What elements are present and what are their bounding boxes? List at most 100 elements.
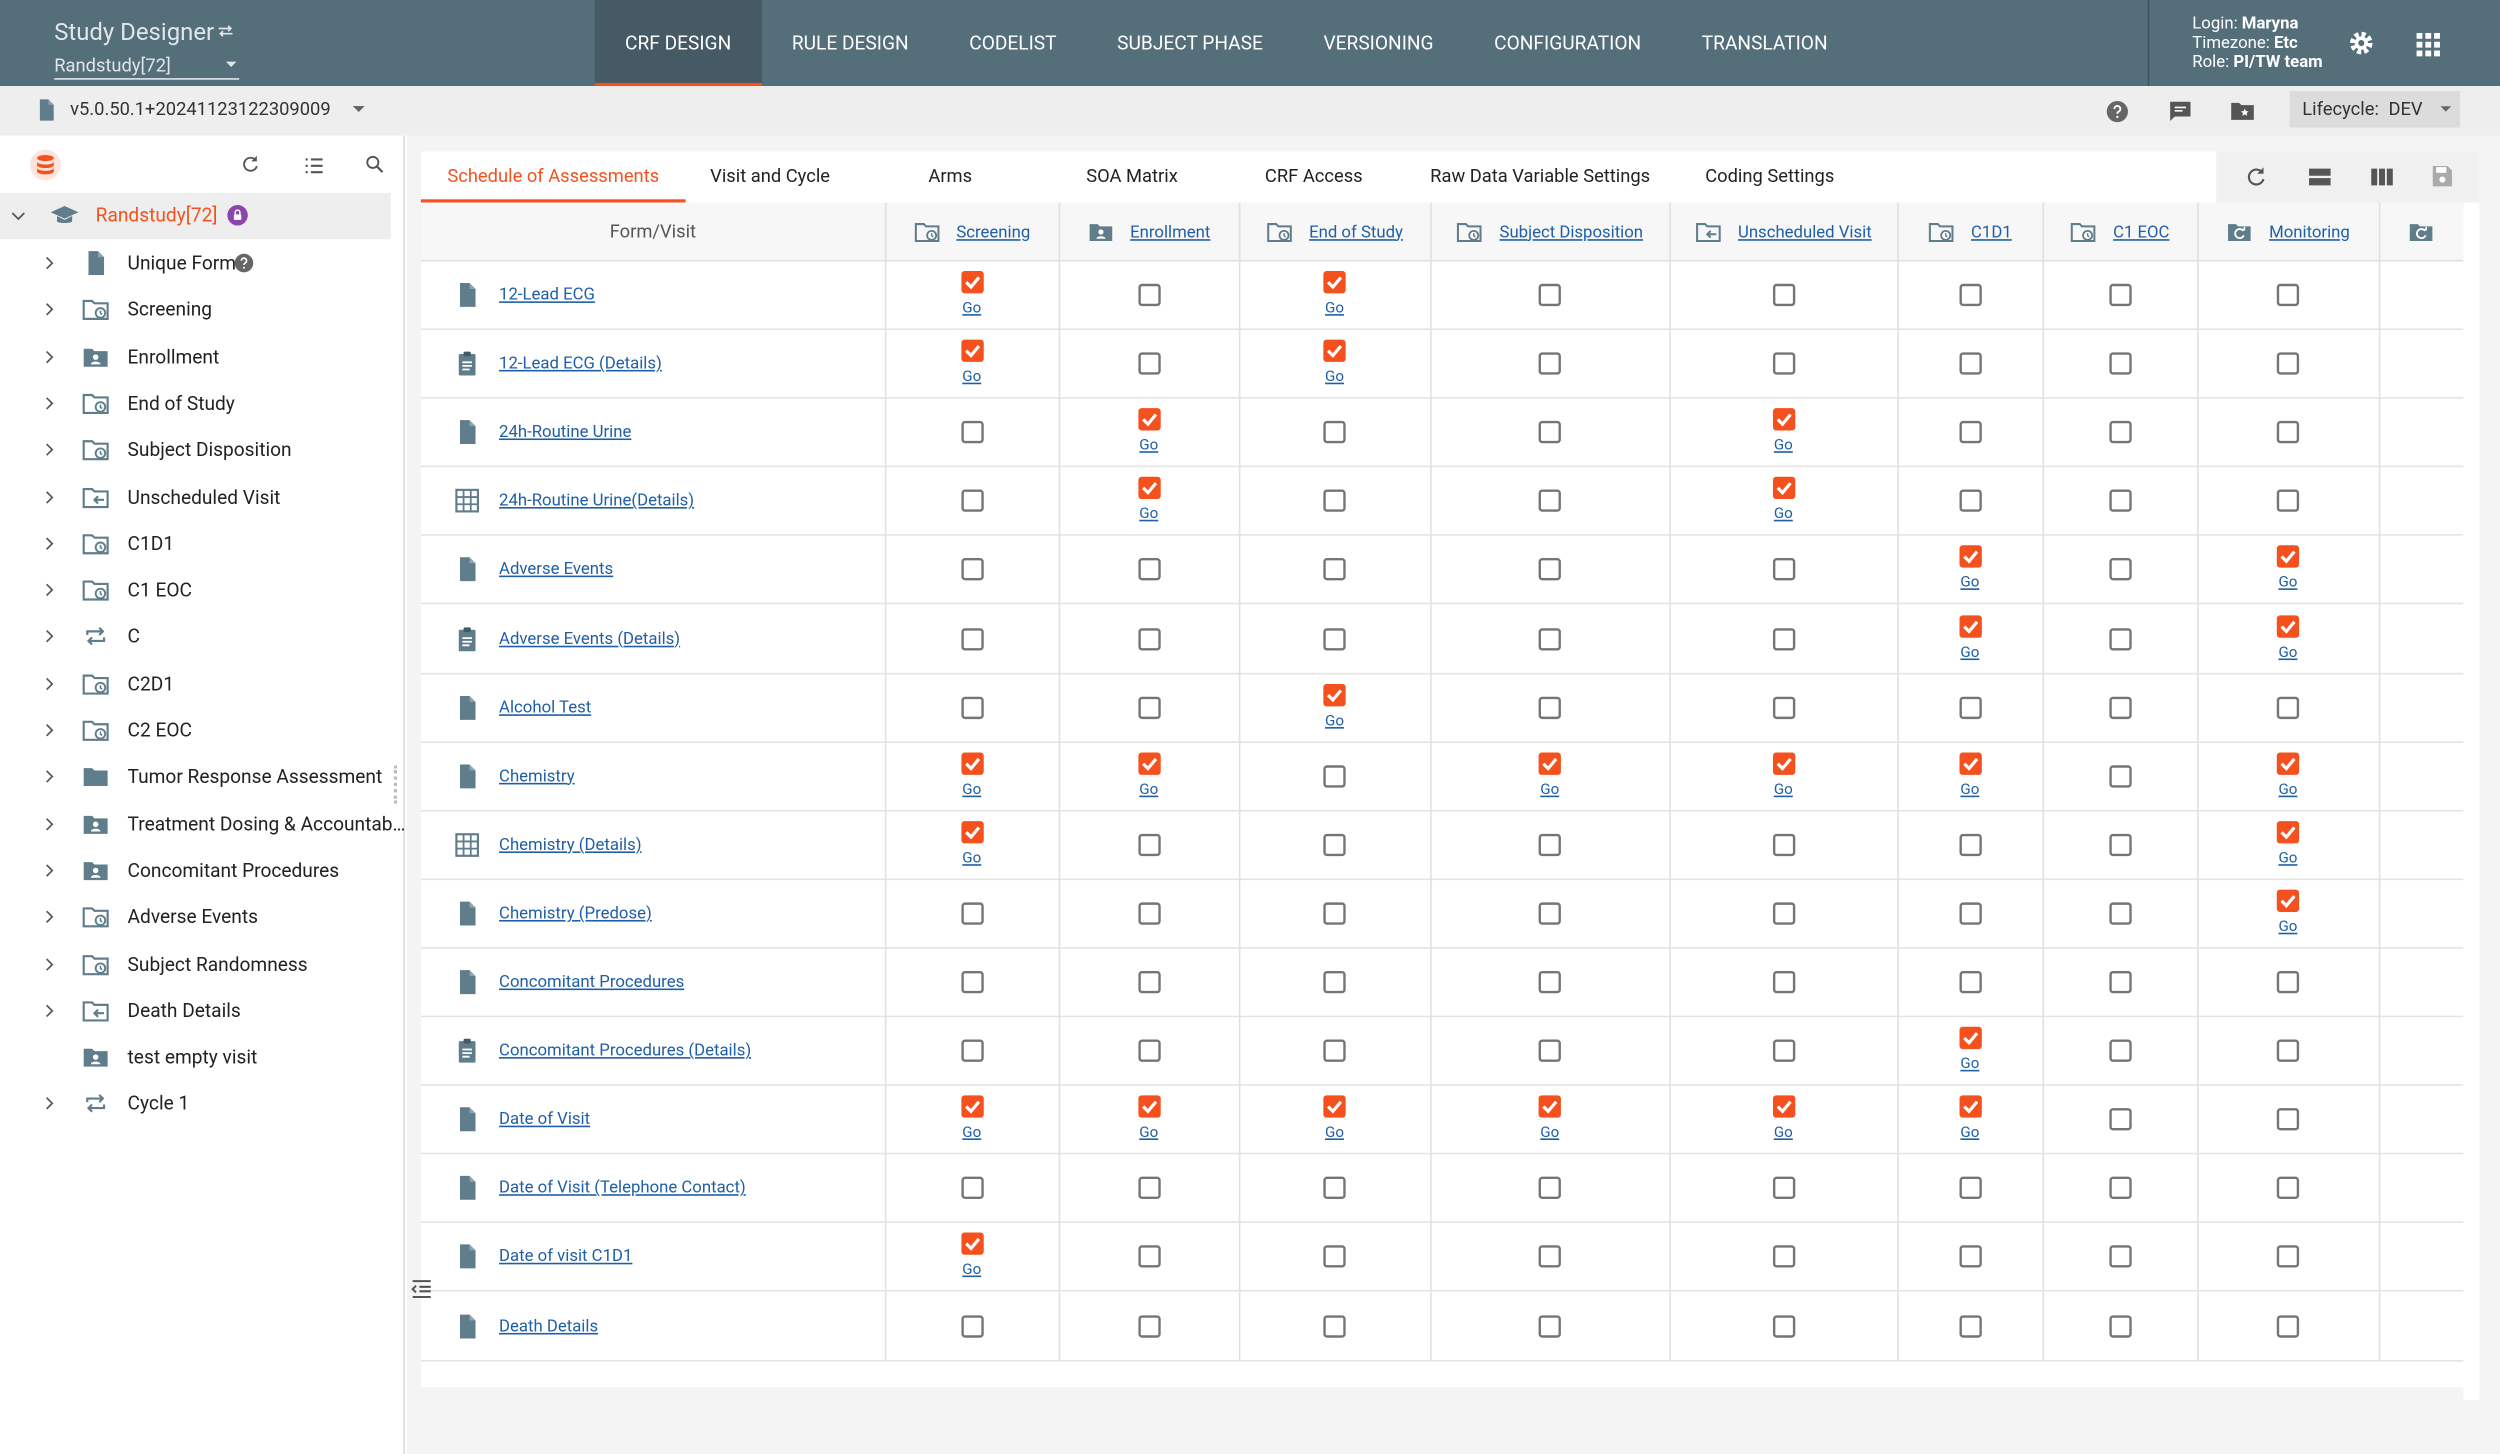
checkbox[interactable] — [1136, 1244, 1162, 1270]
checkbox[interactable] — [1322, 901, 1348, 927]
checkbox[interactable] — [959, 626, 985, 652]
go-link[interactable]: Go — [962, 1261, 982, 1280]
checkbox[interactable] — [1771, 626, 1797, 652]
checkbox[interactable] — [959, 488, 985, 514]
go-link[interactable]: Go — [1139, 505, 1159, 524]
form-link[interactable]: 12-Lead ECG (Details) — [499, 352, 662, 374]
go-link[interactable]: Go — [1325, 368, 1344, 386]
checkbox[interactable] — [1537, 557, 1563, 583]
checkbox[interactable] — [2107, 420, 2133, 446]
checkbox[interactable] — [959, 1038, 985, 1064]
checkbox[interactable] — [959, 420, 985, 446]
go-link[interactable]: Go — [1139, 780, 1159, 799]
nav-tab[interactable]: CRF DESIGN — [594, 0, 762, 87]
go-link[interactable]: Go — [962, 780, 982, 799]
checkbox[interactable] — [2275, 695, 2301, 721]
checkbox[interactable] — [1322, 626, 1348, 652]
checkbox[interactable] — [2275, 488, 2301, 514]
checkbox[interactable] — [1136, 282, 1162, 308]
form-link[interactable]: Concomitant Procedures — [499, 970, 685, 992]
checkbox[interactable] — [1957, 1176, 1983, 1202]
visit-link[interactable]: Enrollment — [1130, 220, 1211, 242]
checkbox[interactable] — [2275, 1038, 2301, 1064]
sub-tab[interactable]: Visit and Cycle — [710, 164, 831, 187]
checkbox[interactable] — [1957, 544, 1983, 570]
checkbox[interactable] — [1771, 476, 1797, 502]
sub-tab[interactable]: Schedule of Assessments — [420, 151, 686, 203]
checkbox[interactable] — [1771, 695, 1797, 721]
checkbox[interactable] — [959, 1094, 985, 1120]
tree-item[interactable]: C1D1 — [0, 521, 391, 566]
checkbox[interactable] — [2275, 1313, 2301, 1339]
checkbox[interactable] — [1322, 338, 1348, 364]
checkbox[interactable] — [1136, 1094, 1162, 1120]
checkbox[interactable] — [1957, 282, 1983, 308]
checkbox[interactable] — [1537, 901, 1563, 927]
sub-tab[interactable]: Raw Data Variable Settings — [1430, 164, 1651, 187]
nav-tab[interactable]: CONFIGURATION — [1494, 31, 1642, 55]
checkbox[interactable] — [959, 901, 985, 927]
checkbox[interactable] — [2107, 901, 2133, 927]
checkbox[interactable] — [959, 969, 985, 995]
tree-item[interactable]: Enrollment — [0, 334, 391, 379]
nav-tab[interactable]: RULE DESIGN — [791, 31, 909, 55]
nav-tab[interactable]: CODELIST — [969, 31, 1057, 55]
form-link[interactable]: 24h-Routine Urine — [499, 421, 632, 442]
checkbox[interactable] — [2275, 969, 2301, 995]
nav-tab[interactable]: SUBJECT PHASE — [1117, 31, 1263, 55]
form-link[interactable]: Chemistry (Predose) — [499, 902, 652, 923]
checkbox[interactable] — [2107, 1107, 2133, 1133]
checkbox[interactable] — [1136, 407, 1162, 433]
checkbox[interactable] — [2107, 1176, 2133, 1202]
tree-item[interactable]: End of Study — [0, 381, 391, 426]
tree-item[interactable]: C1 EOC — [0, 568, 391, 613]
checkbox[interactable] — [959, 269, 985, 295]
go-link[interactable]: Go — [1325, 299, 1344, 318]
tree-item[interactable]: Screening — [0, 287, 391, 332]
tree-item[interactable]: C2 EOC — [0, 708, 391, 753]
checkbox[interactable] — [1771, 901, 1797, 927]
go-link[interactable]: Go — [1139, 437, 1159, 455]
go-link[interactable]: Go — [1773, 780, 1793, 799]
go-link[interactable]: Go — [2278, 918, 2298, 936]
checkbox[interactable] — [1537, 488, 1563, 514]
checkbox[interactable] — [1136, 626, 1162, 652]
sub-tab[interactable]: Arms — [928, 164, 973, 187]
checkbox[interactable] — [1537, 1038, 1563, 1064]
checkbox[interactable] — [1771, 1094, 1797, 1120]
tree-item[interactable]: Unique Form — [0, 241, 391, 286]
checkbox[interactable] — [1537, 1244, 1563, 1270]
checkbox[interactable] — [2107, 1313, 2133, 1339]
visit-link[interactable]: C1D1 — [1971, 220, 2012, 242]
checkbox[interactable] — [2107, 351, 2133, 377]
checkbox[interactable] — [2107, 969, 2133, 995]
lifecycle[interactable]: Lifecycle: DEV — [2289, 90, 2461, 128]
checkbox[interactable] — [1537, 1094, 1563, 1120]
checkbox[interactable] — [2107, 832, 2133, 858]
checkbox[interactable] — [1957, 420, 1983, 446]
checkbox[interactable] — [1322, 1313, 1348, 1339]
go-link[interactable]: Go — [1540, 780, 1560, 799]
checkbox[interactable] — [1322, 969, 1348, 995]
checkbox[interactable] — [959, 819, 985, 845]
nav-tab[interactable]: VERSIONING — [1323, 31, 1434, 55]
tree-item[interactable]: C2D1 — [0, 661, 391, 706]
checkbox[interactable] — [1537, 695, 1563, 721]
checkbox[interactable] — [1957, 1244, 1983, 1270]
checkbox[interactable] — [1136, 557, 1162, 583]
checkbox[interactable] — [1957, 695, 1983, 721]
go-link[interactable]: Go — [962, 299, 982, 318]
tree-item[interactable]: C — [0, 614, 391, 659]
go-link[interactable]: Go — [1325, 1124, 1344, 1142]
checkbox[interactable] — [1322, 557, 1348, 583]
go-link[interactable]: Go — [1773, 505, 1793, 524]
checkbox[interactable] — [1537, 626, 1563, 652]
checkbox[interactable] — [959, 557, 985, 583]
checkbox[interactable] — [2107, 557, 2133, 583]
checkbox[interactable] — [1136, 476, 1162, 502]
checkbox[interactable] — [1771, 1038, 1797, 1064]
checkbox[interactable] — [1322, 1094, 1348, 1120]
form-link[interactable]: 24h-Routine Urine(Details) — [499, 489, 695, 511]
checkbox[interactable] — [1537, 1176, 1563, 1202]
form-link[interactable]: Alcohol Test — [499, 696, 592, 717]
